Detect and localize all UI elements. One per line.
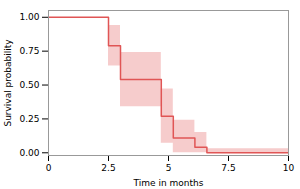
svg-text:1.00: 1.00 [19, 12, 39, 22]
svg-text:Time in months: Time in months [133, 178, 204, 188]
svg-text:Survival probability: Survival probability [3, 39, 13, 127]
svg-text:10: 10 [283, 163, 295, 173]
svg-text:5: 5 [166, 163, 172, 173]
svg-text:0.25: 0.25 [19, 114, 39, 124]
svg-text:0.75: 0.75 [19, 46, 39, 56]
svg-text:0.00: 0.00 [19, 148, 39, 158]
svg-text:0.50: 0.50 [19, 80, 39, 90]
svg-text:0: 0 [46, 163, 52, 173]
svg-text:2.5: 2.5 [101, 163, 115, 173]
svg-text:7.5: 7.5 [221, 163, 235, 173]
